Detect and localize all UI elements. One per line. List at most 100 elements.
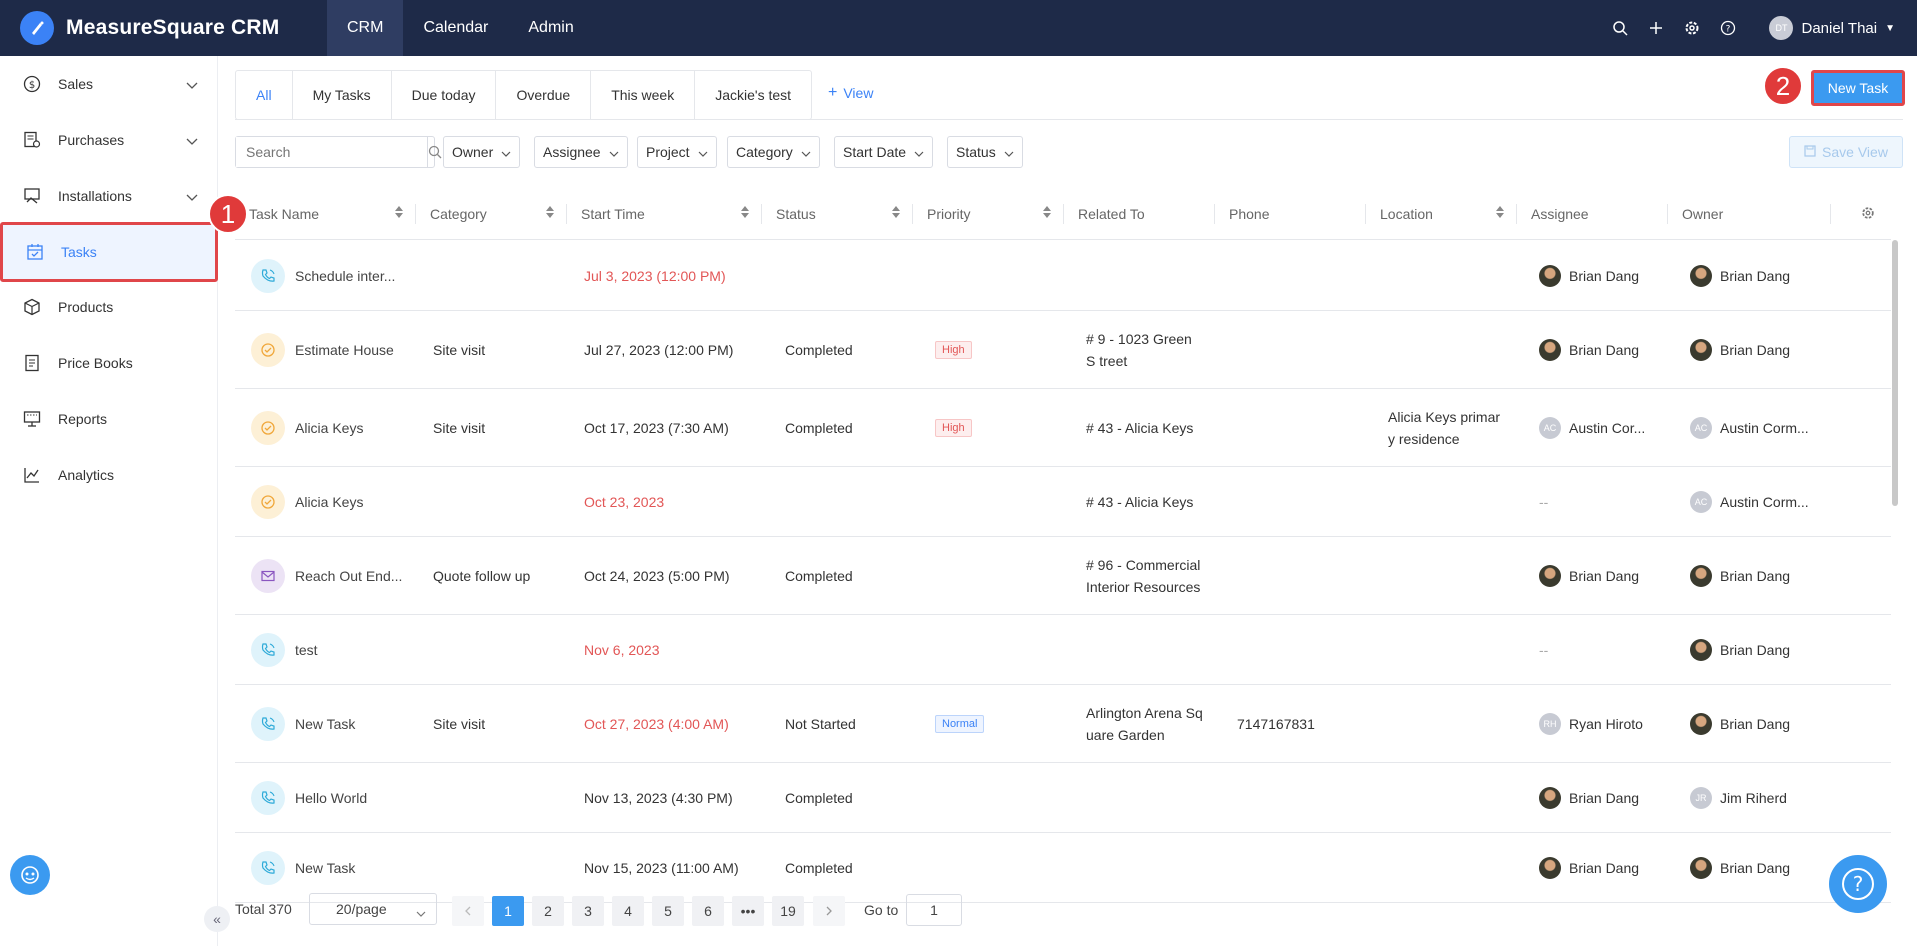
- column-settings-button[interactable]: [1847, 188, 1887, 240]
- related-to-value[interactable]: # 9 - 1023 Green S treet: [1086, 330, 1192, 369]
- table-row[interactable]: Estimate House Site visit Jul 27, 2023 (12…: [235, 311, 1891, 389]
- page-button[interactable]: 19: [772, 896, 804, 926]
- table-row[interactable]: New Task Site visit Oct 27, 2023 (4:00 AM)…: [235, 685, 1891, 763]
- sidebar-item-tasks[interactable]: Tasks: [0, 222, 218, 282]
- sidebar-item-price-books[interactable]: Price Books: [0, 335, 218, 391]
- assistant-icon[interactable]: [10, 855, 50, 895]
- table-row[interactable]: Reach Out End... Quote follow up Oct 24, 2…: [235, 537, 1891, 615]
- help-button[interactable]: ?: [1829, 855, 1887, 913]
- table-row[interactable]: Hello World Nov 13, 2023 (4:30 PM) Complet…: [235, 763, 1891, 833]
- table-row[interactable]: New Task Nov 15, 2023 (11:00 AM) Completed…: [235, 833, 1891, 903]
- next-page-button[interactable]: [813, 896, 845, 926]
- gear-icon[interactable]: [1683, 19, 1701, 37]
- sidebar-item-reports[interactable]: Reports: [0, 391, 218, 447]
- related-to-cell[interactable]: [1086, 833, 1204, 902]
- filter-category[interactable]: Category: [727, 136, 820, 168]
- search-icon[interactable]: [1611, 19, 1629, 37]
- task-name[interactable]: Reach Out End...: [295, 567, 403, 584]
- task-name-cell[interactable]: Alicia Keys: [251, 467, 363, 536]
- sidebar-item-installations[interactable]: Installations: [0, 168, 218, 224]
- topnav-crm[interactable]: CRM: [327, 0, 404, 56]
- more-pages-button[interactable]: •••: [732, 896, 764, 926]
- task-name[interactable]: Alicia Keys: [295, 419, 364, 436]
- task-name[interactable]: New Task: [295, 859, 356, 876]
- task-name-cell[interactable]: Hello World: [251, 763, 367, 832]
- column-header-start-time[interactable]: Start Time: [567, 188, 761, 240]
- topnav-admin[interactable]: Admin: [528, 19, 574, 36]
- search-input[interactable]: [236, 137, 427, 167]
- task-name[interactable]: New Task: [295, 715, 356, 732]
- table-scrollbar[interactable]: [1892, 240, 1898, 506]
- related-to-cell[interactable]: # 9 - 1023 Green S treet: [1086, 311, 1204, 388]
- tab-due-today[interactable]: Due today: [392, 71, 497, 119]
- sort-icon[interactable]: [1043, 206, 1051, 218]
- tab-this-week[interactable]: This week: [591, 71, 696, 119]
- related-to-cell[interactable]: # 43 - Alicia Keys: [1086, 389, 1204, 466]
- prev-page-button[interactable]: [452, 896, 484, 926]
- table-row[interactable]: Schedule inter... Jul 3, 2023 (12:00 PM) B…: [235, 241, 1891, 311]
- page-size-select[interactable]: 20/page: [309, 893, 437, 925]
- task-name-cell[interactable]: New Task: [251, 833, 355, 902]
- search-icon[interactable]: [427, 137, 442, 167]
- sort-icon[interactable]: [546, 206, 554, 218]
- filter-project[interactable]: Project: [637, 136, 717, 168]
- page-button[interactable]: 5: [652, 896, 684, 926]
- sort-icon[interactable]: [395, 206, 403, 218]
- column-header-phone[interactable]: Phone: [1215, 188, 1365, 240]
- sidebar-item-purchases[interactable]: Purchases: [0, 112, 218, 168]
- task-name-cell[interactable]: Schedule inter...: [251, 241, 395, 310]
- task-name-cell[interactable]: Alicia Keys: [251, 389, 363, 466]
- task-name[interactable]: Schedule inter...: [295, 267, 396, 284]
- user-menu[interactable]: DT Daniel Thai ▼: [1769, 16, 1895, 40]
- tab-jackies-test[interactable]: Jackie's test: [715, 87, 792, 103]
- new-task-button[interactable]: New Task: [1811, 70, 1905, 106]
- save-view-button[interactable]: Save View: [1789, 136, 1903, 168]
- table-row[interactable]: Alicia Keys Site visit Oct 17, 2023 (7:30 …: [235, 389, 1891, 467]
- tab-overdue[interactable]: Overdue: [496, 71, 592, 119]
- column-header-task-name[interactable]: Task Name: [235, 188, 415, 240]
- sidebar-item-analytics[interactable]: Analytics: [0, 447, 218, 503]
- sidebar-item-products[interactable]: Products: [0, 279, 218, 335]
- related-to-value[interactable]: # 43 - Alicia Keys: [1086, 419, 1194, 436]
- related-to-cell[interactable]: Arlington Arena Sq uare Garden: [1086, 685, 1204, 762]
- filter-assignee[interactable]: Assignee: [534, 136, 628, 168]
- filter-owner[interactable]: Owner: [443, 136, 521, 168]
- task-name[interactable]: test: [295, 641, 318, 658]
- related-to-value[interactable]: # 43 - Alicia Keys: [1086, 493, 1194, 510]
- page-button[interactable]: 4: [612, 896, 644, 926]
- related-to-cell[interactable]: [1086, 241, 1204, 310]
- task-name[interactable]: Estimate House: [295, 341, 394, 358]
- goto-page-input[interactable]: 1: [906, 894, 962, 926]
- task-name-cell[interactable]: Reach Out End...: [251, 537, 402, 614]
- topnav-calendar[interactable]: Calendar: [423, 19, 489, 36]
- column-header-location[interactable]: Location: [1366, 188, 1516, 240]
- filter-status[interactable]: Status: [947, 136, 1023, 168]
- sort-icon[interactable]: [892, 206, 900, 218]
- sidebar-item-sales[interactable]: $ Sales: [0, 56, 218, 112]
- column-header-owner[interactable]: Owner: [1668, 188, 1818, 240]
- app-logo[interactable]: MeasureSquare CRM: [0, 11, 327, 45]
- task-name-cell[interactable]: Estimate House: [251, 311, 394, 388]
- help-icon[interactable]: ?: [1719, 19, 1737, 37]
- tab-my-tasks[interactable]: My Tasks: [293, 71, 392, 119]
- filter-start-date[interactable]: Start Date: [834, 136, 934, 168]
- column-header-related-to[interactable]: Related To: [1064, 188, 1214, 240]
- sort-icon[interactable]: [741, 206, 749, 218]
- column-header-priority[interactable]: Priority: [913, 188, 1063, 240]
- page-button[interactable]: 3: [572, 896, 604, 926]
- add-view-button[interactable]: + View: [828, 84, 873, 102]
- task-name[interactable]: Hello World: [295, 789, 368, 806]
- task-name-cell[interactable]: test: [251, 615, 318, 684]
- sort-icon[interactable]: [1496, 206, 1504, 218]
- page-button[interactable]: 2: [532, 896, 564, 926]
- page-button[interactable]: 6: [692, 896, 724, 926]
- plus-icon[interactable]: [1647, 19, 1665, 37]
- related-to-cell[interactable]: [1086, 615, 1204, 684]
- related-to-cell[interactable]: # 43 - Alicia Keys: [1086, 467, 1204, 536]
- task-name[interactable]: Alicia Keys: [295, 493, 364, 510]
- column-header-assignee[interactable]: Assignee: [1517, 188, 1667, 240]
- collapse-sidebar-button[interactable]: «: [204, 906, 230, 932]
- related-to-value[interactable]: # 96 - Commercial Interior Resources: [1086, 556, 1201, 595]
- tab-all[interactable]: All: [236, 71, 293, 119]
- task-name-cell[interactable]: New Task: [251, 685, 355, 762]
